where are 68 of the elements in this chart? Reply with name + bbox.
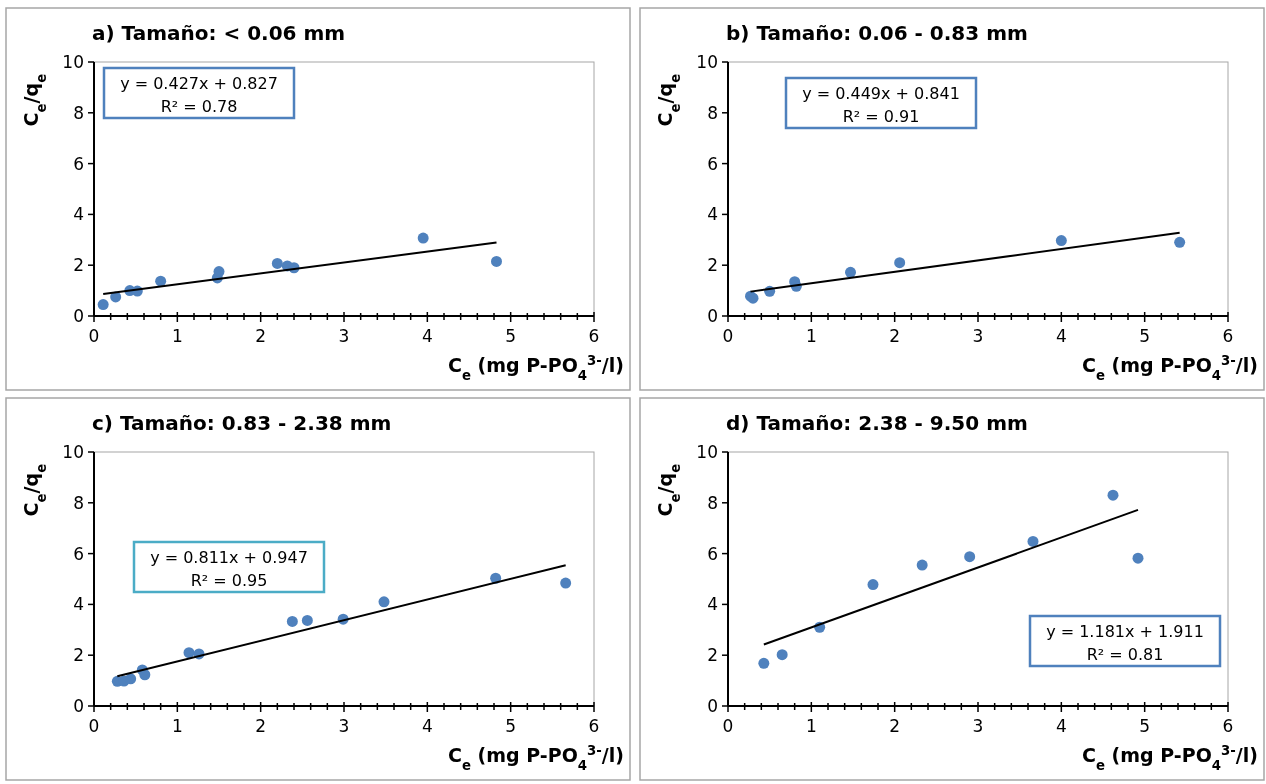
x-tick-label: 3	[338, 716, 350, 736]
y-tick-label: 10	[696, 441, 718, 462]
y-tick-label: 8	[73, 102, 84, 123]
annotation: R² = 0.91	[842, 107, 920, 126]
x-tick-label: 2	[255, 716, 267, 736]
y-tick-label: 2	[73, 255, 84, 276]
annotation: y = 1.181x + 1.911	[1046, 622, 1204, 641]
x-tick-label: 1	[805, 326, 817, 346]
annotation: R² = 0.78	[160, 97, 238, 116]
x-axis-title: C$_{e}$ (mg P-PO$_{4}$$^{3-}$/l)	[1081, 742, 1258, 773]
y-tick-label: 4	[707, 204, 718, 225]
y-tick-label: 8	[707, 492, 718, 513]
y-tick-label: 10	[696, 51, 718, 72]
x-tick-label: 4	[1055, 326, 1067, 346]
y-tick-label: 2	[707, 255, 718, 276]
x-tick-label: 5	[505, 716, 517, 736]
annotation: y = 0.811x + 0.947	[150, 548, 308, 567]
y-tick-label: 0	[73, 695, 84, 716]
x-tick-label: 5	[1139, 326, 1151, 346]
x-tick-label: 0	[722, 326, 734, 346]
y-tick-label: 4	[73, 204, 84, 225]
x-tick-label: 0	[88, 716, 100, 736]
chart-title: a) Tamaño: < 0.06 mm	[92, 21, 346, 45]
y-tick-label: 2	[73, 645, 84, 666]
x-tick-label: 1	[171, 326, 183, 346]
y-tick-label: 10	[62, 441, 84, 462]
y-tick-label: 10	[62, 51, 84, 72]
x-tick-label: 2	[255, 326, 267, 346]
chart-title: d) Tamaño: 2.38 - 9.50 mm	[726, 411, 1028, 435]
annotation: y = 0.427x + 0.827	[120, 74, 278, 93]
x-tick-label: 3	[338, 326, 350, 346]
x-tick-label: 4	[421, 716, 433, 736]
x-tick-label: 5	[505, 326, 517, 346]
y-tick-label: 6	[707, 543, 718, 564]
x-tick-label: 4	[421, 326, 433, 346]
x-tick-label: 1	[171, 716, 183, 736]
y-tick-label: 0	[707, 305, 718, 326]
y-tick-label: 6	[73, 543, 84, 564]
x-axis-title: C$_{e}$ (mg P-PO$_{4}$$^{3-}$/l)	[1081, 352, 1258, 383]
y-tick-label: 2	[707, 645, 718, 666]
x-tick-label: 0	[88, 326, 100, 346]
chart-title: c) Tamaño: 0.83 - 2.38 mm	[92, 411, 392, 435]
x-tick-label: 2	[889, 326, 901, 346]
x-axis-title: C$_{e}$ (mg P-PO$_{4}$$^{3-}$/l)	[447, 352, 624, 383]
x-tick-label: 6	[588, 326, 600, 346]
y-tick-label: 6	[73, 153, 84, 174]
x-tick-label: 2	[889, 716, 901, 736]
annotation: R² = 0.81	[1086, 645, 1164, 664]
y-tick-label: 8	[707, 102, 718, 123]
y-tick-label: 0	[707, 695, 718, 716]
x-tick-label: 5	[1139, 716, 1151, 736]
x-tick-label: 0	[722, 716, 734, 736]
x-tick-label: 6	[1222, 326, 1234, 346]
y-tick-label: 4	[707, 594, 718, 615]
y-tick-label: 0	[73, 305, 84, 326]
x-tick-label: 6	[1222, 716, 1234, 736]
x-tick-label: 3	[972, 716, 984, 736]
x-tick-label: 1	[805, 716, 817, 736]
x-tick-label: 6	[588, 716, 600, 736]
x-axis-title: C$_{e}$ (mg P-PO$_{4}$$^{3-}$/l)	[447, 742, 624, 773]
annotation: y = 0.449x + 0.841	[802, 84, 960, 103]
y-tick-label: 8	[73, 492, 84, 513]
y-tick-label: 6	[707, 153, 718, 174]
x-tick-label: 3	[972, 326, 984, 346]
x-tick-label: 4	[1055, 716, 1067, 736]
annotation: R² = 0.95	[190, 571, 268, 590]
chart-title: b) Tamaño: 0.06 - 0.83 mm	[726, 21, 1028, 45]
y-tick-label: 4	[73, 594, 84, 615]
